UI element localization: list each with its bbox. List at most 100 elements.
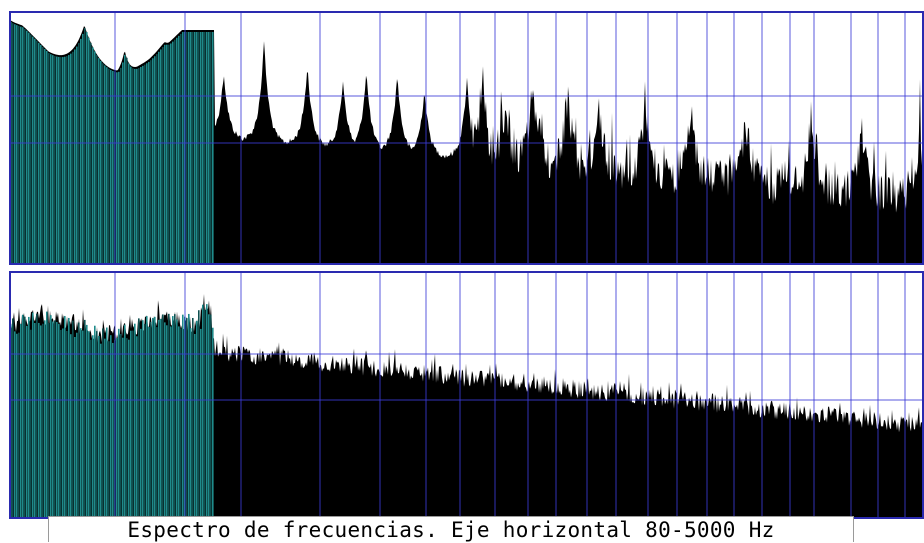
- lower-low-band-bar: [104, 338, 106, 518]
- upper-low-band-bar: [144, 64, 146, 265]
- lower-low-band-bar: [68, 317, 70, 518]
- upper-low-band-bar: [48, 52, 50, 264]
- upper-low-band-bar: [152, 58, 154, 264]
- lower-low-band-bar: [46, 311, 48, 518]
- upper-low-band-bar: [162, 47, 164, 265]
- lower-low-band-bar: [86, 324, 88, 518]
- lower-low-band-bar: [56, 322, 58, 518]
- lower-low-band-bar: [84, 319, 86, 518]
- upper-low-band-bar: [174, 39, 176, 265]
- upper-low-band-bar: [24, 28, 26, 264]
- lower-low-band-bar: [190, 328, 192, 518]
- lower-low-band-bar: [212, 327, 214, 518]
- lower-spectrum-chart: [9, 271, 924, 519]
- lower-low-band-bar: [80, 328, 82, 518]
- upper-low-band-bar: [198, 31, 200, 265]
- upper-low-band-bar: [148, 61, 150, 264]
- lower-low-band-bar: [54, 320, 56, 518]
- upper-low-band-bar: [204, 31, 206, 264]
- lower-low-band-bar: [118, 328, 120, 518]
- lower-low-band-bar: [116, 337, 118, 518]
- lower-low-band-bar: [142, 320, 144, 518]
- lower-low-band-bar: [162, 314, 164, 518]
- lower-low-band-bar: [106, 327, 108, 518]
- upper-low-band-bar: [168, 44, 170, 265]
- upper-low-band-bar: [120, 67, 122, 264]
- lower-low-band-bar: [82, 330, 84, 518]
- lower-low-band-bar: [196, 320, 198, 518]
- upper-low-band-bar: [12, 23, 14, 264]
- upper-low-band-bar: [106, 67, 108, 264]
- lower-low-band-bar: [140, 328, 142, 518]
- upper-spectrum-chart: [9, 11, 924, 265]
- upper-low-band-bar: [98, 58, 100, 264]
- upper-low-band-bar: [38, 42, 40, 264]
- lower-low-band-bar: [210, 314, 212, 518]
- lower-low-band-bar: [188, 313, 190, 518]
- lower-low-band-bar: [154, 316, 156, 518]
- lower-low-band-bar: [42, 323, 44, 518]
- lower-low-band-bar: [76, 332, 78, 518]
- lower-low-band-bar: [134, 323, 136, 518]
- lower-low-band-bar: [72, 320, 74, 518]
- lower-low-band-bar: [178, 326, 180, 518]
- lower-low-band-bar: [90, 339, 92, 518]
- upper-low-band-bar: [64, 56, 66, 264]
- upper-low-band-bar: [44, 49, 46, 265]
- lower-low-band-bar: [172, 316, 174, 518]
- upper-low-band-bar: [136, 68, 138, 264]
- lower-low-band-bar: [24, 316, 26, 518]
- lower-low-band-bar: [44, 320, 46, 518]
- upper-low-band-bar: [56, 56, 58, 265]
- upper-low-band-bar: [196, 31, 198, 264]
- upper-low-band-bar: [206, 31, 208, 265]
- lower-low-band-bar: [148, 326, 150, 518]
- upper-low-band-bar: [110, 69, 112, 264]
- chart-caption: Espectro de frecuencias. Eje horizontal …: [48, 516, 854, 542]
- upper-low-band-bar: [186, 31, 188, 264]
- lower-low-band-bar: [192, 317, 194, 518]
- upper-low-band-bar: [92, 47, 94, 264]
- lower-low-band-bar: [22, 314, 24, 518]
- upper-low-band-bar: [140, 67, 142, 264]
- upper-low-band-bar: [76, 46, 78, 265]
- upper-low-band-bar: [84, 28, 86, 265]
- upper-low-band-bar: [104, 65, 106, 264]
- lower-low-band-bar: [94, 325, 96, 518]
- upper-low-band-bar: [212, 31, 214, 264]
- upper-low-band-bar: [20, 26, 22, 265]
- lower-low-band-bar: [50, 315, 52, 518]
- upper-low-band-bar: [102, 63, 104, 264]
- lower-low-band-bar: [18, 332, 20, 518]
- upper-low-band-bar: [26, 30, 28, 265]
- upper-low-band-bar: [52, 55, 54, 264]
- lower-low-band-bar: [158, 319, 160, 518]
- upper-low-band-bar: [134, 68, 136, 265]
- lower-low-band-bar: [132, 330, 134, 518]
- upper-low-band-bar: [202, 31, 204, 265]
- upper-low-band-bar: [88, 37, 90, 264]
- upper-low-band-bar: [18, 25, 20, 265]
- upper-low-band-bar: [36, 40, 38, 264]
- upper-low-band-bar: [94, 51, 96, 264]
- lower-low-band-bar: [96, 331, 98, 518]
- upper-low-band-bar: [80, 38, 82, 264]
- lower-low-band-bar: [176, 319, 178, 518]
- lower-spectrum-area: [10, 294, 924, 518]
- upper-low-band-bar: [14, 24, 16, 265]
- upper-low-band-bar: [50, 54, 52, 265]
- lower-low-band-bar: [204, 309, 206, 518]
- upper-low-band-bar: [72, 51, 74, 265]
- upper-low-band-bar: [22, 27, 24, 264]
- upper-low-band-bar: [208, 31, 210, 264]
- upper-low-band-bar: [60, 57, 62, 265]
- lower-low-band-bar: [62, 328, 64, 518]
- lower-low-band-bar: [58, 323, 60, 518]
- upper-low-band-bar: [146, 63, 148, 264]
- upper-low-band-bar: [30, 34, 32, 265]
- upper-low-band-bar: [96, 54, 98, 264]
- upper-low-band-bar: [182, 31, 184, 265]
- lower-low-band-bar: [92, 335, 94, 518]
- upper-low-band-bar: [58, 56, 60, 264]
